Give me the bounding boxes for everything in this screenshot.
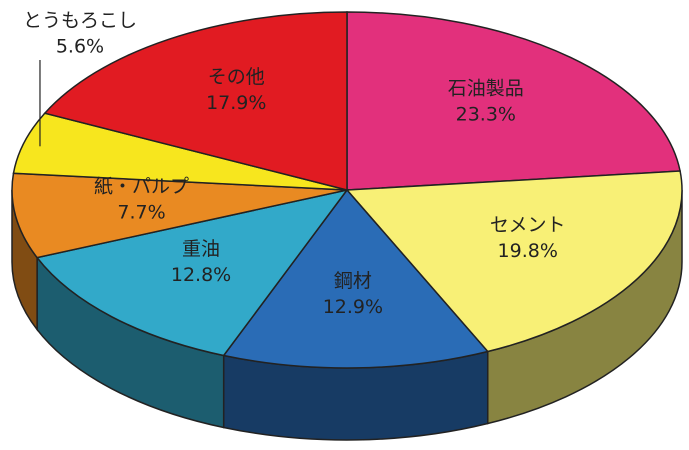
pie-slice: [222, 188, 490, 369]
value-label: 7.7%: [117, 202, 165, 224]
slice-label: 鋼材: [334, 270, 372, 292]
value-label: 12.8%: [171, 264, 231, 286]
slice-label: 石油製品: [448, 77, 524, 99]
slice-label: 紙・パルプ: [94, 176, 189, 198]
slice-label: セメント: [490, 214, 566, 236]
value-label: 17.9%: [206, 92, 266, 114]
slice-label: その他: [208, 66, 265, 88]
pie-slice: [43, 11, 348, 191]
value-label: 23.3%: [456, 103, 516, 125]
value-label: 19.8%: [498, 240, 558, 262]
slice-label: 重油: [182, 238, 220, 260]
pie-slice: [35, 188, 349, 357]
pie-slice: [346, 11, 681, 191]
slice-label: とうもろこし: [23, 10, 137, 32]
value-label: 5.6%: [56, 36, 104, 58]
pie-slice: [11, 172, 348, 259]
value-label: 12.9%: [323, 296, 383, 318]
pie-slice: [345, 170, 683, 353]
